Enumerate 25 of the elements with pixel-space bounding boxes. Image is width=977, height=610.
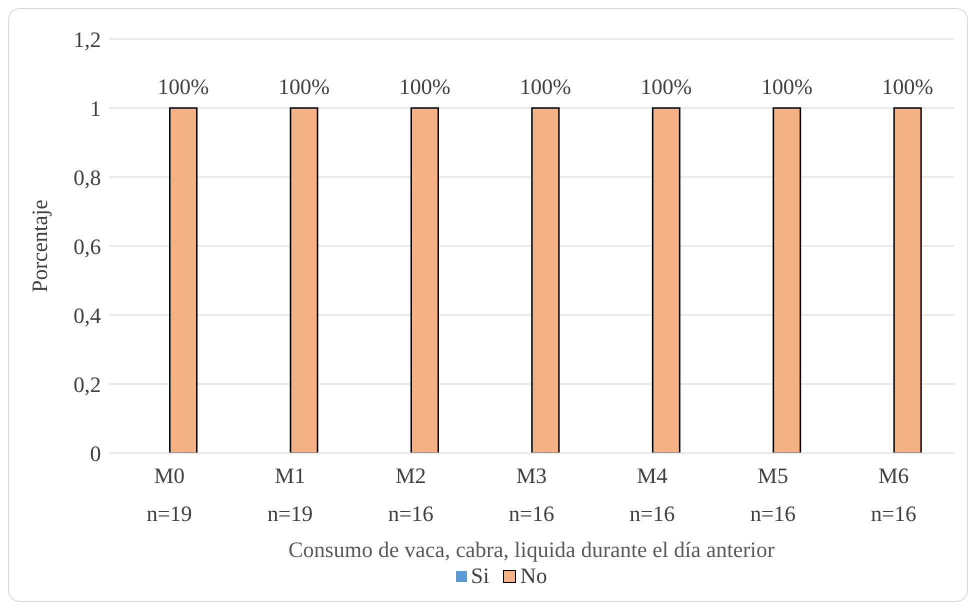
x-tick-label: M2 n=16 <box>388 463 434 526</box>
y-tick-label: 0 <box>90 440 101 466</box>
legend-label: No <box>519 563 548 589</box>
y-tick-label: 1,2 <box>74 26 101 52</box>
x-tick-label: M6 n=16 <box>870 463 916 526</box>
x-tick-label: M3 n=16 <box>508 463 554 526</box>
data-label: 100% <box>158 74 209 99</box>
data-label: 100% <box>520 74 572 99</box>
y-tick-label: 0,6 <box>74 234 101 259</box>
x-axis-title: Consumo de vaca, cabra, liquida durante el día anterior <box>288 537 776 562</box>
data-label: 100% <box>640 74 692 99</box>
x-tick-label: M5 n=16 <box>750 463 796 526</box>
x-tick-label: M0 n=19 <box>146 463 192 526</box>
data-label: 100% <box>882 74 934 99</box>
y-axis-title: Porcentaje <box>26 200 52 292</box>
data-label: 100% <box>761 74 813 99</box>
x-tick-label: M4 n=16 <box>630 463 675 526</box>
x-tick-label: M1 n=19 <box>267 463 313 526</box>
y-tick-label: 1 <box>90 96 101 121</box>
y-tick-label: 0,4 <box>74 302 101 328</box>
data-label: 100% <box>399 74 450 99</box>
y-tick-label: 0,8 <box>74 164 101 190</box>
data-label: 100% <box>278 74 330 99</box>
legend-label: Si <box>470 563 490 589</box>
y-tick-label: 0,2 <box>74 372 101 397</box>
